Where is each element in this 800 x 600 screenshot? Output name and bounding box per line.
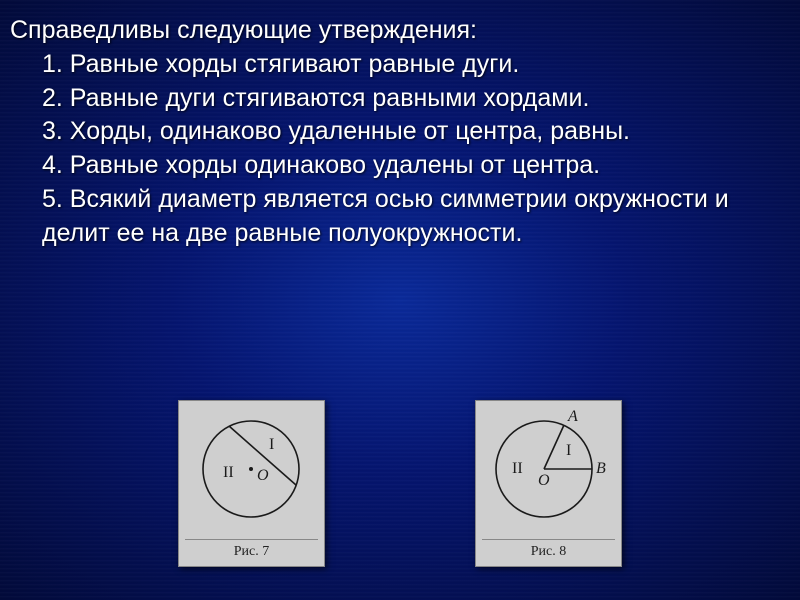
point-4: 4. Равные хорды одинаково удалены от цен… xyxy=(42,149,780,183)
point-5: 5. Всякий диаметр является осью симметри… xyxy=(42,183,780,251)
figure-7-svg: I II O xyxy=(179,407,324,537)
point-2: 2. Равные дуги стягиваются равными хорда… xyxy=(42,82,780,116)
fig7-label-II: II xyxy=(223,464,234,481)
fig8-label-A: A xyxy=(567,408,578,425)
fig8-label-I: I xyxy=(566,442,571,459)
figure-8: A B I II O Рис. 8 xyxy=(475,400,622,567)
fig8-divider xyxy=(482,539,615,540)
fig7-label-O: O xyxy=(257,467,269,484)
fig8-radius-oa xyxy=(544,425,564,469)
fig7-divider xyxy=(185,539,318,540)
fig7-center-dot xyxy=(249,467,253,471)
heading: Справедливы следующие утверждения: xyxy=(10,14,780,48)
figure-7: I II O Рис. 7 xyxy=(178,400,325,567)
fig8-caption: Рис. 8 xyxy=(476,544,621,560)
figures-row: I II O Рис. 7 A B I II O Рис. 8 xyxy=(0,400,800,567)
fig7-caption: Рис. 7 xyxy=(179,544,324,560)
points-block: 1. Равные хорды стягивают равные дуги. 2… xyxy=(10,48,780,251)
fig8-label-O: O xyxy=(538,472,550,489)
fig7-label-I: I xyxy=(269,436,274,453)
fig8-label-II: II xyxy=(512,460,523,477)
fig8-label-B: B xyxy=(596,460,606,477)
point-1: 1. Равные хорды стягивают равные дуги. xyxy=(42,48,780,82)
figure-8-svg: A B I II O xyxy=(476,407,621,537)
point-3: 3. Хорды, одинаково удаленные от центра,… xyxy=(42,115,780,149)
